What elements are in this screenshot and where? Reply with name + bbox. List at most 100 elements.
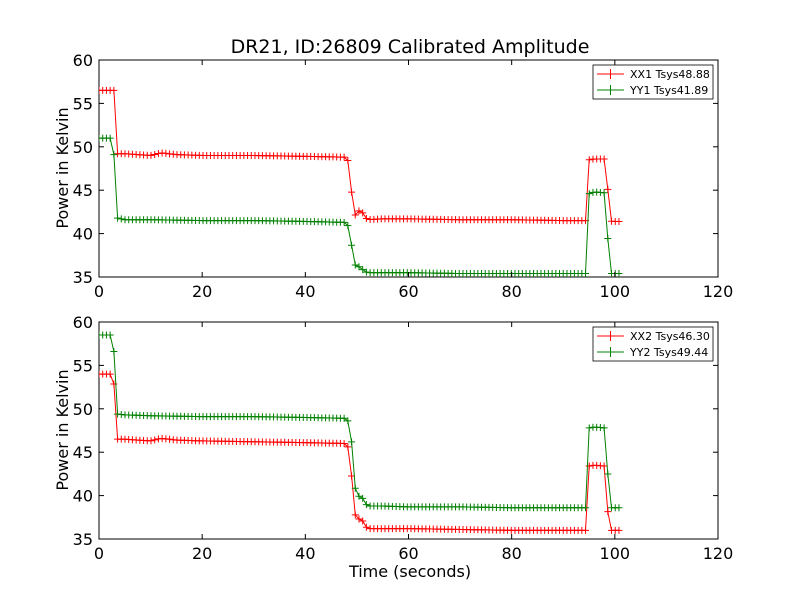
y-tick-label: 50 — [73, 138, 93, 157]
x-tick-label: 100 — [600, 544, 631, 563]
data-point-marker — [344, 417, 352, 425]
data-point-marker — [348, 241, 356, 249]
x-tick-label: 120 — [703, 544, 734, 563]
data-point-marker — [351, 511, 359, 519]
data-point-marker — [582, 504, 590, 512]
data-point-marker — [600, 462, 608, 470]
data-point-marker — [340, 153, 348, 161]
data-point-marker — [106, 370, 114, 378]
data-point-marker — [600, 189, 608, 197]
bottom-legend-label-yy2: YY2 Tsys49.44 — [629, 346, 708, 359]
data-point-marker — [359, 494, 367, 502]
top-legend-label-yy1: YY1 Tsys41.89 — [629, 84, 708, 97]
bottom-panel: 0 20 40 60 80 100 120 35 40 45 50 55 60 Power in Kel… — [53, 313, 733, 581]
data-point-marker — [110, 348, 118, 356]
top-legend-box — [592, 64, 714, 100]
data-point-marker — [351, 484, 359, 492]
data-point-marker — [615, 270, 623, 277]
data-point-marker — [615, 504, 623, 512]
data-point-marker — [359, 517, 367, 525]
bottom-ticks-group: 0 20 40 60 80 100 120 35 40 45 50 55 60 — [73, 313, 734, 563]
x-tick-label: 40 — [295, 282, 315, 301]
data-point-marker — [582, 526, 590, 534]
top-legend-label-xx1: XX1 Tsys48.88 — [630, 68, 710, 81]
data-point-marker — [362, 501, 370, 509]
x-tick-label: 0 — [94, 282, 104, 301]
bottom-legend-label-xx2: XX2 Tsys46.30 — [630, 330, 710, 343]
top-ticks-group: 0 20 40 60 80 100 120 35 40 45 50 55 60 — [73, 51, 734, 301]
data-point-marker — [362, 268, 370, 276]
data-point-marker — [106, 331, 114, 339]
y-tick-label: 60 — [73, 313, 93, 332]
bottom-series-group — [99, 331, 623, 534]
x-tick-label: 100 — [600, 282, 631, 301]
y-tick-label: 35 — [73, 530, 93, 549]
y-tick-label: 50 — [73, 400, 93, 419]
bottom-y-axis-label: Power in Kelvin — [53, 369, 72, 490]
data-point-marker — [348, 438, 356, 446]
data-point-marker — [585, 190, 593, 198]
data-point-marker — [355, 492, 363, 500]
x-tick-label: 120 — [703, 282, 734, 301]
data-point-marker — [604, 235, 612, 243]
data-point-marker — [106, 134, 114, 142]
y-tick-label: 40 — [73, 225, 93, 244]
data-point-marker — [582, 270, 590, 277]
y-tick-label: 55 — [73, 356, 93, 375]
y-tick-label: 60 — [73, 51, 93, 70]
data-point-marker — [340, 218, 348, 226]
y-tick-label: 45 — [73, 181, 93, 200]
top-series-group — [99, 86, 623, 277]
data-point-marker — [348, 188, 356, 196]
data-point-marker — [585, 424, 593, 432]
top-y-axis-label: Power in Kelvin — [53, 107, 72, 228]
chart-title: DR21, ID:26809 Calibrated Amplitude — [231, 36, 590, 58]
data-point-marker — [147, 437, 155, 445]
data-point-marker — [117, 215, 125, 223]
data-point-marker — [340, 414, 348, 422]
data-point-marker — [355, 263, 363, 271]
y-tick-label: 40 — [73, 487, 93, 506]
data-point-marker — [615, 217, 623, 225]
top-legend: XX1 Tsys48.88 YY1 Tsys41.89 — [592, 64, 714, 100]
data-point-marker — [604, 470, 612, 478]
data-point-marker — [604, 508, 612, 516]
data-point-marker — [362, 523, 370, 531]
x-tick-label: 40 — [295, 544, 315, 563]
data-point-marker — [344, 222, 352, 230]
x-tick-label: 60 — [398, 544, 418, 563]
y-tick-label: 35 — [73, 268, 93, 287]
data-point-marker — [344, 443, 352, 451]
x-tick-label: 80 — [501, 544, 521, 563]
data-point-marker — [585, 156, 593, 164]
x-axis-label: Time (seconds) — [348, 562, 471, 581]
data-point-marker — [600, 155, 608, 163]
data-point-marker — [351, 211, 359, 219]
data-point-marker — [359, 266, 367, 274]
data-point-marker — [147, 151, 155, 159]
data-point-marker — [114, 214, 122, 222]
x-tick-label: 20 — [192, 544, 212, 563]
x-tick-label: 20 — [192, 282, 212, 301]
data-point-marker — [151, 150, 159, 158]
top-panel: 0 20 40 60 80 100 120 35 40 45 50 55 60 Power in Kel… — [53, 51, 733, 301]
data-point-marker — [604, 185, 612, 193]
data-point-marker — [151, 436, 159, 444]
data-point-marker — [355, 207, 363, 215]
data-point-marker — [110, 151, 118, 159]
bottom-legend-box — [592, 326, 714, 362]
x-tick-label: 0 — [94, 544, 104, 563]
data-point-marker — [615, 526, 623, 534]
x-tick-label: 60 — [398, 282, 418, 301]
data-point-marker — [359, 209, 367, 217]
data-point-marker — [351, 261, 359, 269]
data-point-marker — [355, 515, 363, 523]
data-point-marker — [110, 86, 118, 94]
x-tick-label: 80 — [501, 282, 521, 301]
y-tick-label: 45 — [73, 443, 93, 462]
data-point-marker — [340, 439, 348, 447]
data-point-marker — [362, 214, 370, 222]
data-point-marker — [600, 424, 608, 432]
data-point-marker — [344, 157, 352, 165]
